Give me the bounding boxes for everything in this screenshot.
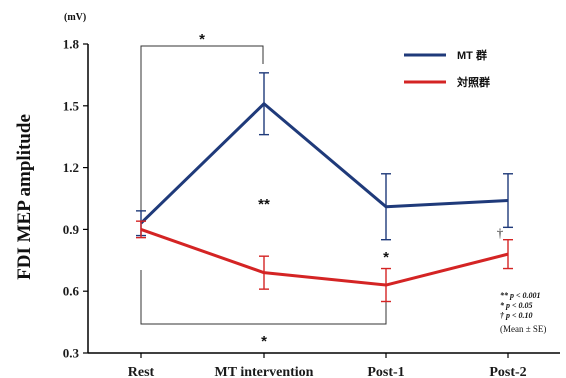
legend-label-control: 対照群 [456, 75, 490, 89]
mean-se-note: (Mean ± SE) [500, 324, 546, 334]
y-axis-title: FDI MEP amplitude [14, 114, 35, 280]
x-ticks: Rest MT intervention Post-1 Post-2 [128, 353, 527, 378]
x-tick-label: Post-1 [367, 365, 404, 378]
y-unit-label: (mV) [64, 12, 86, 23]
post1-star: * [383, 249, 389, 266]
x-tick-label: Post-2 [489, 365, 526, 378]
y-tick-label: 0.3 [63, 346, 80, 361]
y-tick-label: 1.8 [63, 37, 80, 52]
series-group [136, 72, 513, 303]
y-tick-label: 1.2 [63, 160, 79, 175]
bottom-bracket [140, 270, 387, 325]
series-1 [136, 220, 513, 303]
y-tick-label: 0.9 [63, 222, 80, 237]
top-bracket-star: * [199, 31, 205, 48]
bottom-bracket-star: * [261, 333, 267, 350]
legend-label-mt: MT 群 [457, 48, 487, 62]
y-tick-label: 0.6 [63, 284, 80, 299]
series-0 [136, 72, 513, 241]
x-tick-label: MT intervention [215, 365, 314, 378]
y-ticks: 0.3 0.6 0.9 1.2 1.5 1.8 [63, 37, 88, 361]
note-p005: * p < 0.05 [500, 301, 533, 310]
y-tick-label: 1.5 [63, 98, 80, 113]
mt-double-star: ** [258, 196, 270, 213]
top-bracket [140, 45, 264, 212]
x-tick-label: Rest [128, 365, 155, 378]
legend: MT 群 対照群 [404, 48, 490, 89]
significance-notes: ** p < 0.001 * p < 0.05 † p < 0.10 (Mean… [500, 291, 546, 334]
post2-dagger: † [497, 225, 504, 240]
series-line [140, 227, 509, 287]
note-p010: † p < 0.10 [500, 311, 533, 320]
note-p001: ** p < 0.001 [500, 291, 541, 300]
series-line [139, 102, 509, 225]
